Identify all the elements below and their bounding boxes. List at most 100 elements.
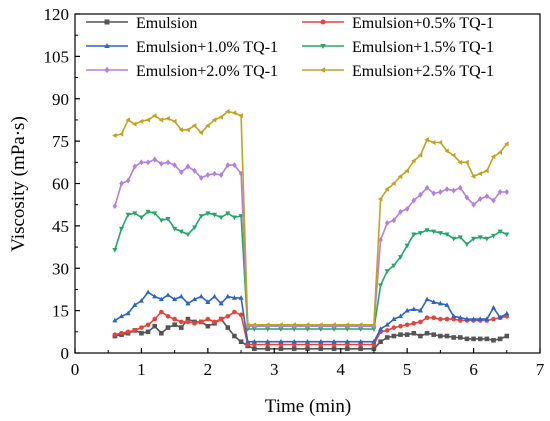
data-point xyxy=(417,307,423,313)
data-point xyxy=(437,300,443,306)
data-point xyxy=(384,186,390,192)
data-point xyxy=(218,316,224,322)
data-point xyxy=(112,203,118,210)
data-point xyxy=(444,232,450,238)
data-point xyxy=(158,117,164,123)
data-point xyxy=(484,236,490,242)
data-point xyxy=(357,322,363,328)
legend-item: Emulsion+2.0% TQ-1 xyxy=(86,63,278,80)
data-point xyxy=(477,336,483,342)
data-point xyxy=(444,186,450,193)
data-point xyxy=(371,346,377,352)
data-point xyxy=(212,170,217,177)
data-point xyxy=(251,322,257,328)
data-point xyxy=(438,333,443,339)
data-point xyxy=(451,313,457,319)
data-point xyxy=(218,300,224,306)
data-point xyxy=(178,127,184,133)
data-point xyxy=(477,196,483,203)
data-point xyxy=(344,338,350,344)
data-point xyxy=(398,208,403,215)
data-point xyxy=(278,346,284,352)
data-point xyxy=(231,295,237,300)
data-point xyxy=(165,216,171,222)
data-point xyxy=(438,316,443,322)
data-point xyxy=(159,160,164,167)
data-point xyxy=(358,338,364,344)
legend-swatch-marker xyxy=(320,67,325,73)
data-point xyxy=(125,177,131,184)
data-point xyxy=(457,235,463,240)
data-point xyxy=(377,196,383,202)
data-point xyxy=(444,302,450,307)
data-point xyxy=(404,168,409,174)
data-point xyxy=(238,113,243,119)
data-point xyxy=(278,327,284,332)
legend-swatch-marker xyxy=(104,66,110,74)
data-point xyxy=(231,215,237,221)
data-point xyxy=(391,316,397,321)
data-point xyxy=(464,336,470,342)
y-tick-label: 15 xyxy=(52,302,69,321)
data-point xyxy=(265,346,270,352)
data-point xyxy=(192,321,197,326)
data-point xyxy=(471,316,477,321)
data-point xyxy=(185,163,191,170)
data-point xyxy=(444,316,450,322)
data-point xyxy=(118,313,125,319)
data-point xyxy=(198,319,204,325)
data-point xyxy=(331,322,336,328)
data-point xyxy=(304,322,310,328)
data-point xyxy=(145,289,151,295)
y-tick-label: 60 xyxy=(52,175,69,194)
data-point xyxy=(165,159,171,166)
data-point xyxy=(404,205,410,212)
data-point xyxy=(252,346,257,352)
data-point xyxy=(205,316,211,322)
data-point xyxy=(391,180,396,187)
data-point xyxy=(484,193,490,200)
data-point xyxy=(225,211,231,216)
data-point xyxy=(178,169,184,176)
data-point xyxy=(430,140,436,146)
data-point xyxy=(165,313,171,319)
legend-item: Emulsion+1.5% TQ-1 xyxy=(302,39,494,56)
data-point xyxy=(477,316,483,321)
data-point xyxy=(119,330,124,336)
data-point xyxy=(398,332,403,337)
data-point xyxy=(172,226,178,232)
data-point xyxy=(491,197,496,204)
data-point xyxy=(145,329,151,335)
data-point xyxy=(464,242,470,247)
data-point xyxy=(318,346,324,352)
data-point xyxy=(504,333,510,339)
x-tick-label: 7 xyxy=(536,360,545,379)
data-point xyxy=(112,332,118,337)
data-point xyxy=(211,293,218,299)
data-point xyxy=(118,226,125,232)
data-point xyxy=(504,310,510,316)
data-point xyxy=(218,215,224,221)
data-point xyxy=(119,180,124,187)
data-point xyxy=(318,338,324,344)
data-point xyxy=(484,336,490,342)
data-point xyxy=(404,307,410,313)
data-point xyxy=(397,173,403,179)
data-point xyxy=(125,329,131,335)
data-point xyxy=(205,211,211,216)
legend-label: Emulsion+2.0% TQ-1 xyxy=(136,63,278,80)
data-point xyxy=(125,310,131,316)
plot-content xyxy=(112,108,510,352)
data-point xyxy=(132,302,138,307)
data-point xyxy=(457,335,463,340)
legend-item: Emulsion xyxy=(86,15,197,32)
data-point xyxy=(438,188,443,195)
data-point xyxy=(411,330,417,336)
y-tick-label: 90 xyxy=(52,90,69,109)
data-point xyxy=(265,327,271,332)
data-point xyxy=(424,315,430,320)
data-point xyxy=(185,232,191,238)
data-point xyxy=(450,152,456,158)
data-point xyxy=(264,322,270,328)
data-point xyxy=(484,168,489,174)
